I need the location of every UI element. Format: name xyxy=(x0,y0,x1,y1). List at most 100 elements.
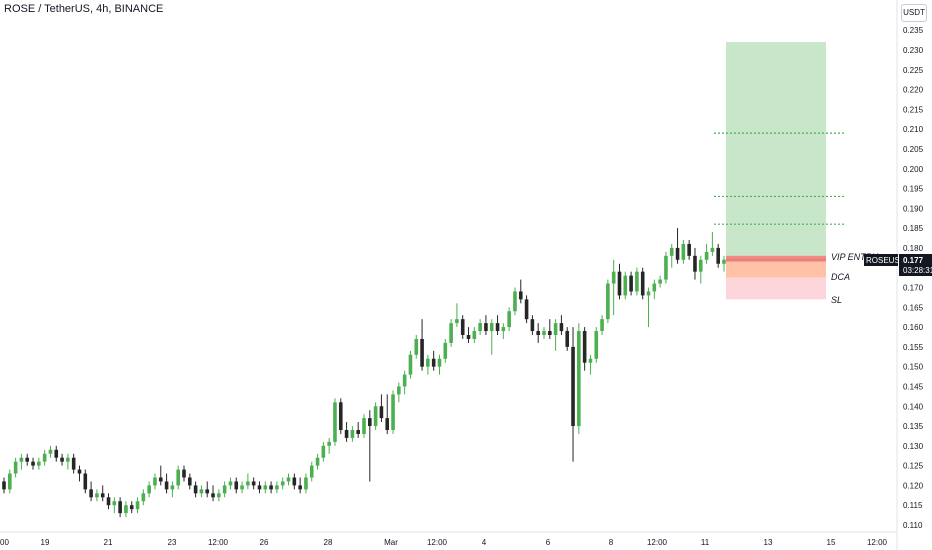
price-tag-bg xyxy=(899,254,932,276)
candle xyxy=(658,275,662,288)
candle xyxy=(240,481,244,494)
candle xyxy=(228,477,233,490)
candle-body xyxy=(710,247,715,252)
candle xyxy=(600,315,604,335)
price-tick-label: 0.130 xyxy=(903,442,924,451)
candle xyxy=(362,414,366,438)
dca-label: DCA xyxy=(831,272,850,282)
candle-body xyxy=(182,469,186,478)
candle xyxy=(298,477,302,494)
candle xyxy=(106,493,111,510)
candle-body xyxy=(31,461,35,466)
candle xyxy=(13,457,18,478)
price-tick-label: 0.150 xyxy=(903,363,924,372)
price-tick-label: 0.145 xyxy=(903,382,924,391)
candle-body xyxy=(582,331,587,363)
candle-body xyxy=(420,338,424,367)
candle xyxy=(426,354,430,375)
price-tick-label: 0.215 xyxy=(903,105,924,114)
candle xyxy=(321,441,326,462)
candle-body xyxy=(205,489,210,494)
price-tick-label: 0.210 xyxy=(903,125,924,134)
candlesticks xyxy=(2,228,726,518)
candle xyxy=(431,350,436,371)
candle xyxy=(530,315,535,335)
candle-body xyxy=(379,406,384,419)
price-axis: 0.110 0.115 0.120 0.125 0.130 0.135 0.140 0.145… xyxy=(903,26,924,530)
candle-body xyxy=(25,457,30,462)
candle xyxy=(188,473,192,490)
candle-body xyxy=(489,323,494,332)
candle-body xyxy=(559,323,564,332)
candle xyxy=(309,461,314,482)
time-tick-label: 12:00 xyxy=(867,538,888,547)
time-tick-label: 12:00 xyxy=(427,538,448,547)
candle xyxy=(257,481,262,494)
candle-body xyxy=(443,342,448,359)
candle-body xyxy=(286,477,291,482)
time-tick-label: 15 xyxy=(827,538,836,547)
candle-body xyxy=(617,271,622,296)
candle xyxy=(588,354,593,375)
price-tick-label: 0.220 xyxy=(903,86,924,95)
currency-unit-button[interactable]: USDT xyxy=(901,4,927,22)
price-tick-label: 0.235 xyxy=(903,26,924,35)
vip-entry-label: VIP ENTRY xyxy=(831,252,879,262)
candle-body xyxy=(397,386,401,395)
candle xyxy=(704,243,709,264)
price-tick-label: 0.170 xyxy=(903,284,924,293)
candle xyxy=(350,426,355,442)
candle-body xyxy=(466,335,471,339)
candle-body xyxy=(565,331,570,347)
candle-body xyxy=(495,323,500,332)
candle xyxy=(420,319,424,371)
candle xyxy=(443,338,448,363)
time-tick-label: 19 xyxy=(41,538,50,547)
candle-body xyxy=(83,473,88,490)
candle xyxy=(385,394,390,434)
candle xyxy=(327,437,331,454)
price-tick-label: 0.225 xyxy=(903,66,924,75)
candle xyxy=(164,473,169,494)
candle xyxy=(559,315,564,335)
candle xyxy=(199,485,204,498)
candle xyxy=(25,453,30,466)
candle-body xyxy=(176,469,180,486)
candle-body xyxy=(373,406,378,427)
candle xyxy=(629,271,633,296)
candle-body xyxy=(112,501,117,506)
candle xyxy=(687,240,691,260)
stop-loss-zone xyxy=(726,277,826,300)
price-tick-label: 0.185 xyxy=(903,224,924,233)
candle xyxy=(373,402,378,430)
candle xyxy=(37,457,41,470)
candle xyxy=(2,477,6,494)
candle-body xyxy=(350,430,355,438)
candle-body xyxy=(19,457,24,462)
candle-body xyxy=(315,457,320,466)
candle xyxy=(478,319,482,335)
candle xyxy=(693,247,697,280)
price-tick-label: 0.125 xyxy=(903,462,924,471)
candle-body xyxy=(501,327,506,332)
candle xyxy=(118,497,122,518)
candle xyxy=(408,350,413,379)
candle-body xyxy=(321,445,326,458)
candle xyxy=(292,473,297,490)
price-tick-label: 0.180 xyxy=(903,244,924,253)
candle xyxy=(368,410,372,482)
candle xyxy=(338,398,343,434)
candle-body xyxy=(629,275,633,292)
candle xyxy=(234,477,239,494)
candle-body xyxy=(536,331,540,335)
candle-body xyxy=(257,485,262,490)
price-tick-label: 0.155 xyxy=(903,343,924,352)
price-tick-label: 0.195 xyxy=(903,185,924,194)
zone-labels: VIP ENTRY DCA SL xyxy=(831,252,879,305)
candle-body xyxy=(298,485,302,490)
candle-body xyxy=(675,247,680,260)
candle xyxy=(472,327,477,343)
take-profit-zone xyxy=(726,42,826,260)
price-tick-label: 0.165 xyxy=(903,303,924,312)
